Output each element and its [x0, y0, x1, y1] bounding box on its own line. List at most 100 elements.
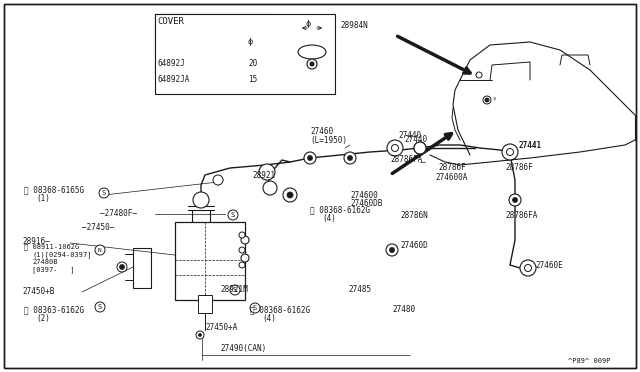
Circle shape [392, 144, 399, 151]
Text: (4): (4) [262, 314, 276, 323]
Text: —27450—: —27450— [82, 224, 115, 232]
Circle shape [344, 152, 356, 164]
Text: 28916—: 28916— [22, 237, 50, 247]
Ellipse shape [298, 45, 326, 59]
Text: 64892JA: 64892JA [158, 76, 190, 84]
Text: 27460DB: 27460DB [350, 199, 382, 208]
Bar [298, 30, 326, 50]
Text: 27485: 27485 [348, 285, 371, 295]
Text: S: S [98, 304, 102, 310]
Text: S: S [253, 305, 257, 311]
Text: 28921: 28921 [252, 170, 275, 180]
Text: (1): (1) [36, 193, 50, 202]
Circle shape [213, 175, 223, 185]
Bar [198, 295, 212, 313]
Circle shape [386, 244, 398, 256]
Text: S: S [102, 190, 106, 196]
Text: 274600A: 274600A [435, 173, 467, 183]
Circle shape [228, 210, 238, 220]
Text: 27460: 27460 [310, 128, 333, 137]
Circle shape [117, 262, 127, 272]
Text: s: s [492, 96, 495, 100]
Circle shape [95, 245, 105, 255]
Text: Ⓢ 08368-6162G: Ⓢ 08368-6162G [250, 305, 310, 314]
Text: S: S [233, 287, 237, 293]
Text: [0397-   ]: [0397- ] [32, 267, 74, 273]
Text: 27490(CAN): 27490(CAN) [220, 343, 266, 353]
Circle shape [259, 164, 275, 180]
Text: 28786F: 28786F [505, 164, 532, 173]
Circle shape [414, 142, 426, 154]
Circle shape [414, 142, 426, 154]
Circle shape [485, 98, 489, 102]
Text: 27450+A: 27450+A [205, 324, 237, 333]
Circle shape [239, 232, 245, 238]
Circle shape [525, 264, 531, 272]
Text: 27440: 27440 [404, 135, 427, 144]
Text: (L=1950): (L=1950) [310, 135, 347, 144]
Text: 274600: 274600 [350, 190, 378, 199]
Text: (1)[0294-0397]: (1)[0294-0397] [32, 251, 92, 259]
Circle shape [513, 198, 518, 202]
Circle shape [307, 59, 317, 69]
Circle shape [239, 247, 245, 253]
Bar [155, 14, 277, 76]
Text: (4): (4) [322, 214, 336, 222]
Text: 28786FA: 28786FA [390, 155, 422, 164]
Circle shape [287, 192, 293, 198]
Text: 27441: 27441 [518, 141, 541, 150]
Bar [175, 222, 245, 300]
Text: 27480: 27480 [392, 305, 415, 314]
Text: 27460D: 27460D [400, 241, 428, 250]
Circle shape [520, 260, 536, 276]
Text: COVER: COVER [157, 17, 184, 26]
Text: N: N [98, 247, 102, 253]
Text: 64892J: 64892J [158, 60, 186, 68]
Text: 28786N: 28786N [400, 211, 428, 219]
Circle shape [310, 62, 314, 66]
Text: 27450+B: 27450+B [22, 288, 54, 296]
Text: ϕ: ϕ [305, 19, 310, 28]
Circle shape [263, 181, 277, 195]
Text: Ⓢ 08368-6165G: Ⓢ 08368-6165G [24, 186, 84, 195]
Bar [155, 32, 277, 76]
Circle shape [417, 145, 422, 151]
Circle shape [99, 188, 109, 198]
Text: 28984N: 28984N [340, 20, 368, 29]
Circle shape [241, 254, 249, 262]
Text: Ⓝ 08911-1062G: Ⓝ 08911-1062G [24, 244, 79, 250]
Circle shape [230, 285, 240, 295]
Text: Ⓢ 08363-6162G: Ⓢ 08363-6162G [24, 305, 84, 314]
Circle shape [387, 140, 403, 156]
Circle shape [304, 152, 316, 164]
Text: 15: 15 [248, 76, 257, 84]
Circle shape [239, 262, 245, 268]
Text: 20: 20 [248, 60, 257, 68]
Text: 28786FA: 28786FA [505, 211, 538, 219]
Circle shape [196, 331, 204, 339]
Text: 27441: 27441 [518, 141, 541, 150]
Circle shape [250, 303, 260, 313]
Text: (2): (2) [36, 314, 50, 323]
Text: 28786F: 28786F [438, 164, 466, 173]
Text: —27480F—: —27480F— [100, 209, 137, 218]
Circle shape [283, 188, 297, 202]
Circle shape [193, 192, 209, 208]
Circle shape [120, 264, 125, 269]
Circle shape [509, 194, 521, 206]
Bar [155, 14, 335, 94]
Text: 28921M: 28921M [220, 285, 248, 295]
Text: ^P89^ 009P: ^P89^ 009P [568, 358, 610, 364]
Circle shape [476, 72, 482, 78]
Circle shape [348, 155, 353, 160]
Circle shape [390, 247, 394, 253]
Text: 27480B: 27480B [32, 259, 58, 265]
Circle shape [307, 155, 312, 160]
Circle shape [502, 144, 518, 160]
Bar [133, 248, 151, 288]
Circle shape [241, 236, 249, 244]
Text: S: S [231, 212, 235, 218]
Text: ϕ: ϕ [247, 38, 252, 46]
Circle shape [483, 96, 491, 104]
Text: 27460E: 27460E [535, 260, 563, 269]
